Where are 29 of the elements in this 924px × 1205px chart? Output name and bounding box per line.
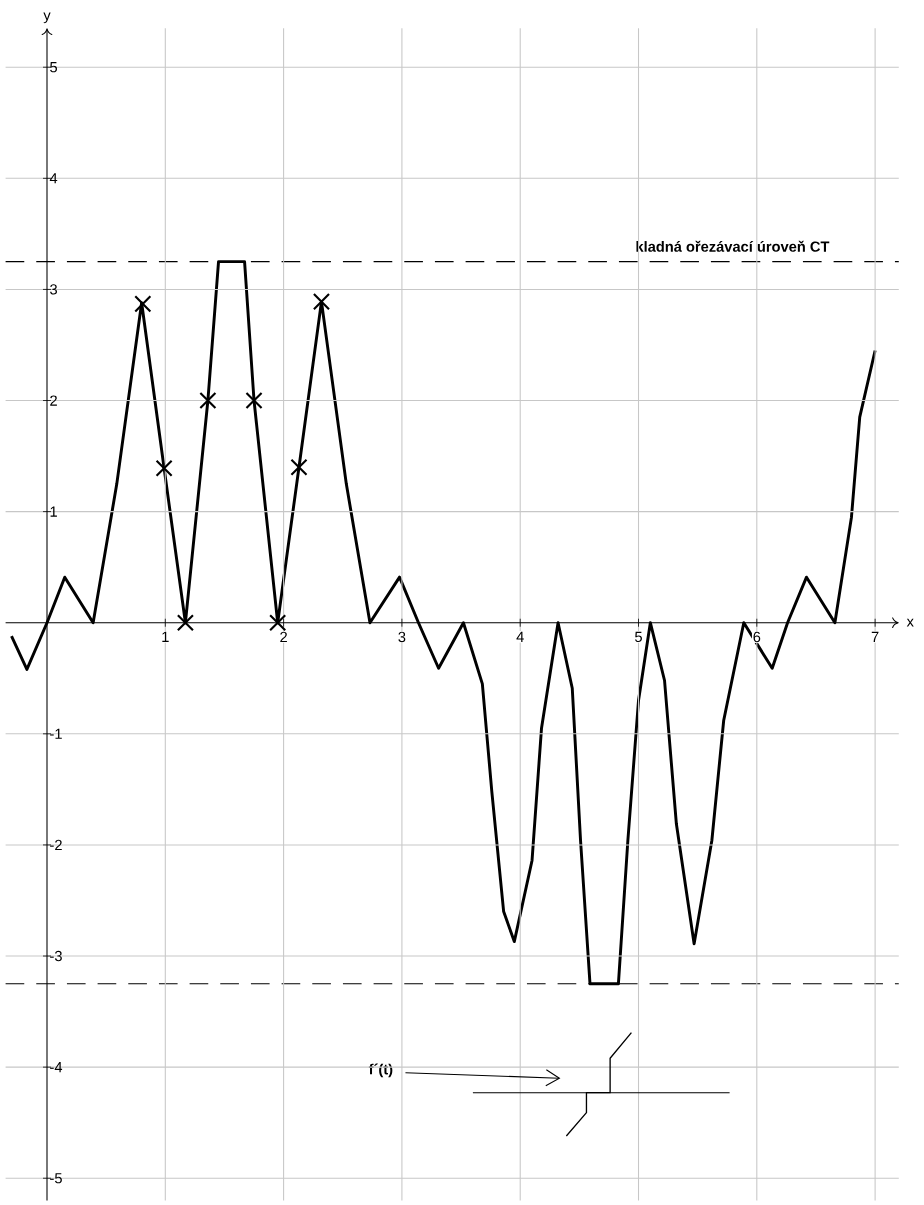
point [199, 391, 217, 410]
y-tick-label: 4 [49, 173, 58, 184]
point [134, 295, 152, 313]
x-axis-title: x [906, 618, 914, 627]
y-tick-label: 1 [50, 506, 57, 517]
ref-line-label: kladná ořezávací úroveň CT [636, 240, 830, 252]
point [155, 459, 173, 477]
y-tick-label: 3 [50, 284, 57, 295]
x-tick-label: 4 [516, 631, 524, 642]
y-tick-label: -1 [50, 728, 62, 739]
y-tick-label: 2 [50, 395, 57, 406]
y-tick-label: -4 [50, 1062, 63, 1073]
x-tick-label: 1 [162, 631, 169, 642]
point [312, 293, 331, 311]
x-tick-label: 7 [871, 631, 879, 642]
x-tick-label: 5 [635, 631, 642, 643]
y-tick-label: -5 [50, 1173, 62, 1184]
y-tick-label: 5 [50, 62, 58, 73]
annotation: f´(t) [368, 1063, 393, 1078]
x-tick-label: 6 [753, 631, 761, 643]
y-tick-label: -3 [50, 950, 62, 962]
x-tick-label: 2 [280, 631, 287, 643]
x-tick-label: 3 [398, 631, 406, 643]
point [269, 614, 287, 632]
point [176, 614, 195, 632]
y-axis-title: y [43, 12, 51, 24]
point [245, 391, 263, 410]
y-tick-label: -2 [50, 839, 62, 851]
point [290, 458, 308, 476]
